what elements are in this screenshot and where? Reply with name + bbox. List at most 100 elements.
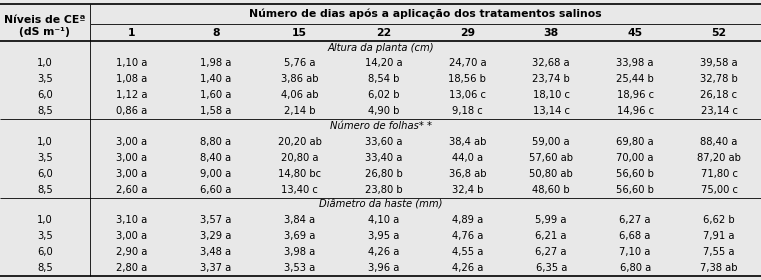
Text: 71,80 c: 71,80 c bbox=[701, 169, 737, 179]
Text: 13,40 c: 13,40 c bbox=[281, 185, 318, 195]
Text: 3,5: 3,5 bbox=[37, 153, 53, 163]
Text: 4,26 a: 4,26 a bbox=[368, 247, 399, 257]
Text: 6,02 b: 6,02 b bbox=[368, 90, 400, 100]
Text: 1,0: 1,0 bbox=[37, 58, 53, 68]
Text: 56,60 b: 56,60 b bbox=[616, 169, 654, 179]
Text: 18,56 b: 18,56 b bbox=[448, 74, 486, 84]
Text: 32,68 a: 32,68 a bbox=[533, 58, 570, 68]
Text: 3,10 a: 3,10 a bbox=[116, 215, 148, 225]
Text: 6,0: 6,0 bbox=[37, 90, 53, 100]
Text: 45: 45 bbox=[628, 28, 643, 38]
Text: 4,90 b: 4,90 b bbox=[368, 106, 399, 116]
Text: 1,0: 1,0 bbox=[37, 137, 53, 146]
Text: 59,00 a: 59,00 a bbox=[533, 137, 570, 146]
Text: 44,0 a: 44,0 a bbox=[452, 153, 483, 163]
Text: 23,74 b: 23,74 b bbox=[533, 74, 570, 84]
Text: 13,14 c: 13,14 c bbox=[533, 106, 570, 116]
Text: 1,60 a: 1,60 a bbox=[200, 90, 231, 100]
Text: 48,60 b: 48,60 b bbox=[533, 185, 570, 195]
Text: Número de folhas* *: Número de folhas* * bbox=[330, 122, 431, 131]
Text: 75,00 c: 75,00 c bbox=[701, 185, 737, 195]
Text: 23,80 b: 23,80 b bbox=[365, 185, 403, 195]
Text: 3,86 ab: 3,86 ab bbox=[281, 74, 318, 84]
Text: 6,0: 6,0 bbox=[37, 169, 53, 179]
Text: 5,99 a: 5,99 a bbox=[536, 215, 567, 225]
Text: 70,00 a: 70,00 a bbox=[616, 153, 654, 163]
Text: 3,57 a: 3,57 a bbox=[200, 215, 231, 225]
Text: 22: 22 bbox=[376, 28, 391, 38]
Text: 2,60 a: 2,60 a bbox=[116, 185, 148, 195]
Text: 6,62 b: 6,62 b bbox=[703, 215, 735, 225]
Text: 2,80 a: 2,80 a bbox=[116, 263, 148, 273]
Text: 3,98 a: 3,98 a bbox=[284, 247, 315, 257]
Text: 3,53 a: 3,53 a bbox=[284, 263, 315, 273]
Text: 3,48 a: 3,48 a bbox=[200, 247, 231, 257]
Text: 6,68 a: 6,68 a bbox=[619, 231, 651, 241]
Text: 0,86 a: 0,86 a bbox=[116, 106, 148, 116]
Text: 3,84 a: 3,84 a bbox=[284, 215, 315, 225]
Text: 3,29 a: 3,29 a bbox=[200, 231, 231, 241]
Text: 20,20 ab: 20,20 ab bbox=[278, 137, 321, 146]
Text: 9,18 c: 9,18 c bbox=[452, 106, 482, 116]
Text: 52: 52 bbox=[712, 28, 727, 38]
Text: 3,5: 3,5 bbox=[37, 74, 53, 84]
Text: Número de dias após a aplicação dos tratamentos salinos: Número de dias após a aplicação dos trat… bbox=[249, 9, 602, 19]
Text: 1,40 a: 1,40 a bbox=[200, 74, 231, 84]
Text: 33,40 a: 33,40 a bbox=[365, 153, 402, 163]
Text: 1,98 a: 1,98 a bbox=[200, 58, 231, 68]
Text: 1: 1 bbox=[128, 28, 135, 38]
Text: 3,00 a: 3,00 a bbox=[116, 153, 148, 163]
Text: 3,5: 3,5 bbox=[37, 231, 53, 241]
Text: 18,96 c: 18,96 c bbox=[616, 90, 654, 100]
Text: 2,90 a: 2,90 a bbox=[116, 247, 148, 257]
Text: 13,06 c: 13,06 c bbox=[449, 90, 486, 100]
Text: 4,89 a: 4,89 a bbox=[452, 215, 483, 225]
Text: 1,0: 1,0 bbox=[37, 215, 53, 225]
Text: Altura da planta (cm): Altura da planta (cm) bbox=[327, 43, 434, 53]
Text: 32,78 b: 32,78 b bbox=[700, 74, 738, 84]
Text: 7,38 ab: 7,38 ab bbox=[700, 263, 738, 273]
Text: 18,10 c: 18,10 c bbox=[533, 90, 570, 100]
Text: 3,00 a: 3,00 a bbox=[116, 137, 148, 146]
Text: 26,80 b: 26,80 b bbox=[365, 169, 403, 179]
Text: 25,44 b: 25,44 b bbox=[616, 74, 654, 84]
Text: 4,10 a: 4,10 a bbox=[368, 215, 399, 225]
Text: 8,5: 8,5 bbox=[37, 106, 53, 116]
Text: 3,95 a: 3,95 a bbox=[368, 231, 399, 241]
Text: 3,00 a: 3,00 a bbox=[116, 231, 148, 241]
Text: 6,21 a: 6,21 a bbox=[536, 231, 567, 241]
Text: 88,40 a: 88,40 a bbox=[700, 137, 737, 146]
Text: 3,96 a: 3,96 a bbox=[368, 263, 399, 273]
Text: 7,55 a: 7,55 a bbox=[703, 247, 735, 257]
Text: 3,00 a: 3,00 a bbox=[116, 169, 148, 179]
Text: 8,54 b: 8,54 b bbox=[368, 74, 399, 84]
Text: 39,58 a: 39,58 a bbox=[700, 58, 738, 68]
Text: Níveis de CEª: Níveis de CEª bbox=[4, 15, 86, 25]
Text: 8,40 a: 8,40 a bbox=[200, 153, 231, 163]
Text: 23,14 c: 23,14 c bbox=[701, 106, 737, 116]
Text: 36,8 ab: 36,8 ab bbox=[448, 169, 486, 179]
Text: 14,96 c: 14,96 c bbox=[616, 106, 654, 116]
Text: 50,80 ab: 50,80 ab bbox=[530, 169, 573, 179]
Text: 1,08 a: 1,08 a bbox=[116, 74, 148, 84]
Text: 6,80 a: 6,80 a bbox=[619, 263, 651, 273]
Text: 56,60 b: 56,60 b bbox=[616, 185, 654, 195]
Text: 15: 15 bbox=[292, 28, 307, 38]
Text: 2,14 b: 2,14 b bbox=[284, 106, 315, 116]
Text: 6,0: 6,0 bbox=[37, 247, 53, 257]
Text: 38,4 ab: 38,4 ab bbox=[449, 137, 486, 146]
Text: 5,76 a: 5,76 a bbox=[284, 58, 315, 68]
Text: 32,4 b: 32,4 b bbox=[452, 185, 483, 195]
Text: 3,69 a: 3,69 a bbox=[284, 231, 315, 241]
Text: 8,5: 8,5 bbox=[37, 263, 53, 273]
Text: 69,80 a: 69,80 a bbox=[616, 137, 654, 146]
Text: 3,37 a: 3,37 a bbox=[200, 263, 231, 273]
Text: 20,80 a: 20,80 a bbox=[281, 153, 318, 163]
Text: 4,55 a: 4,55 a bbox=[452, 247, 483, 257]
Text: 8,80 a: 8,80 a bbox=[200, 137, 231, 146]
Text: 1,58 a: 1,58 a bbox=[200, 106, 231, 116]
Text: 24,70 a: 24,70 a bbox=[448, 58, 486, 68]
Text: 9,00 a: 9,00 a bbox=[200, 169, 231, 179]
Text: 33,60 a: 33,60 a bbox=[365, 137, 403, 146]
Text: 8: 8 bbox=[212, 28, 219, 38]
